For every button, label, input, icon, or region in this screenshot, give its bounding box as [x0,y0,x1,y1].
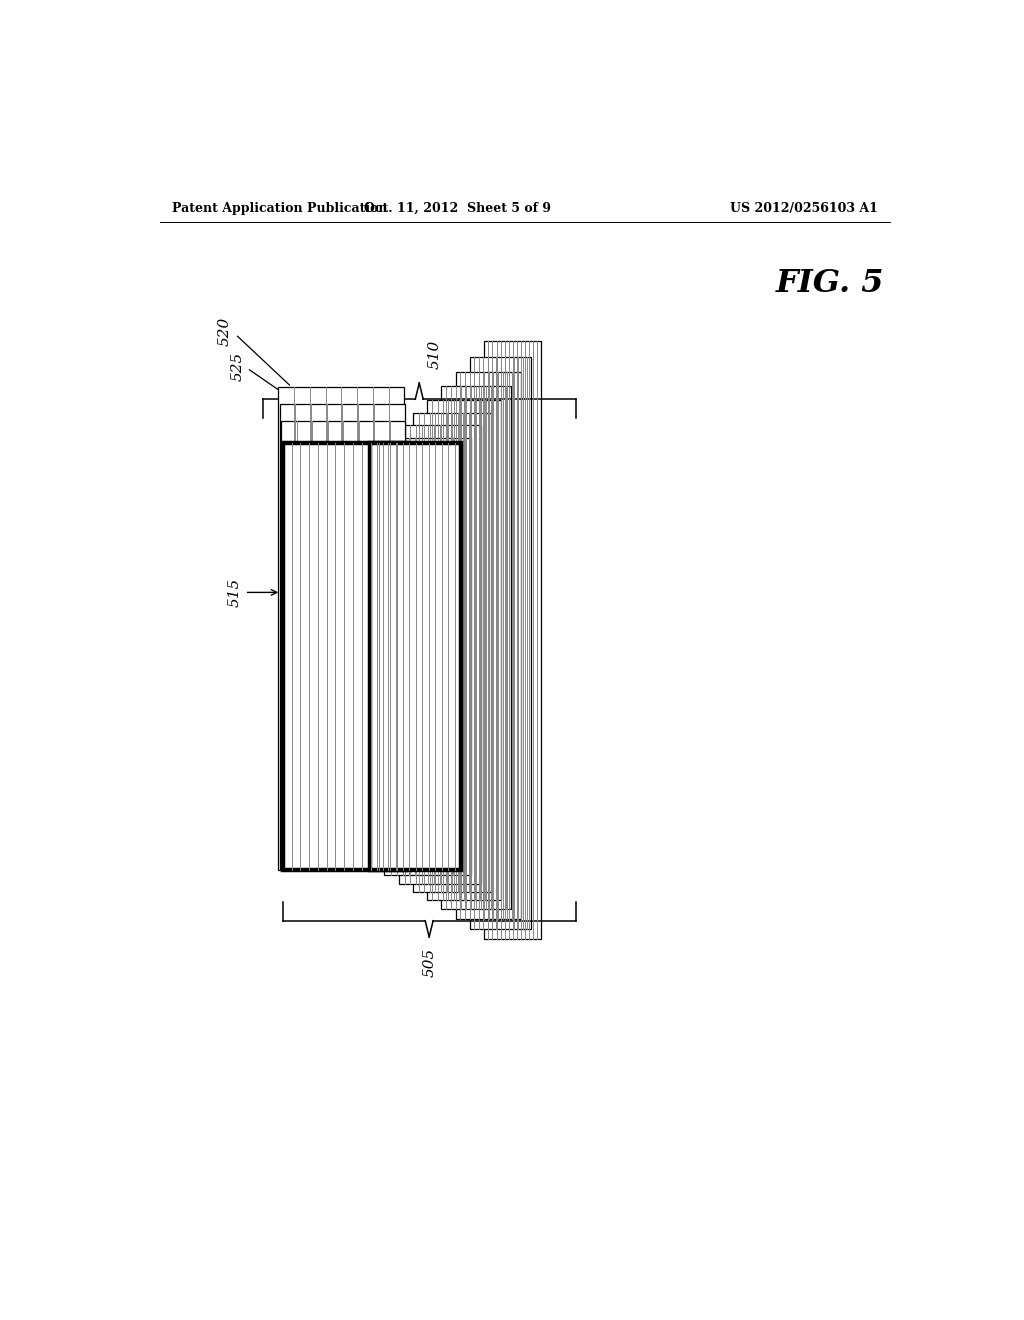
Text: 505: 505 [422,948,436,977]
Bar [279,387,404,870]
Bar [427,400,502,900]
Bar [484,342,542,939]
Bar [282,421,406,870]
Bar [456,372,521,919]
Bar [398,425,481,884]
Text: 510: 510 [428,339,442,368]
Bar [384,438,471,875]
Bar [280,404,404,870]
Text: Oct. 11, 2012  Sheet 5 of 9: Oct. 11, 2012 Sheet 5 of 9 [364,202,551,215]
Bar [413,413,492,892]
Bar [370,444,461,870]
Text: US 2012/0256103 A1: US 2012/0256103 A1 [730,202,878,215]
Text: 520: 520 [217,317,231,346]
Text: Patent Application Publication: Patent Application Publication [172,202,387,215]
Bar [441,385,511,908]
Text: FIG. 5: FIG. 5 [776,268,885,300]
Bar [283,444,406,870]
Text: 525: 525 [230,352,245,381]
Text: 515: 515 [227,578,242,607]
Bar [470,356,531,929]
